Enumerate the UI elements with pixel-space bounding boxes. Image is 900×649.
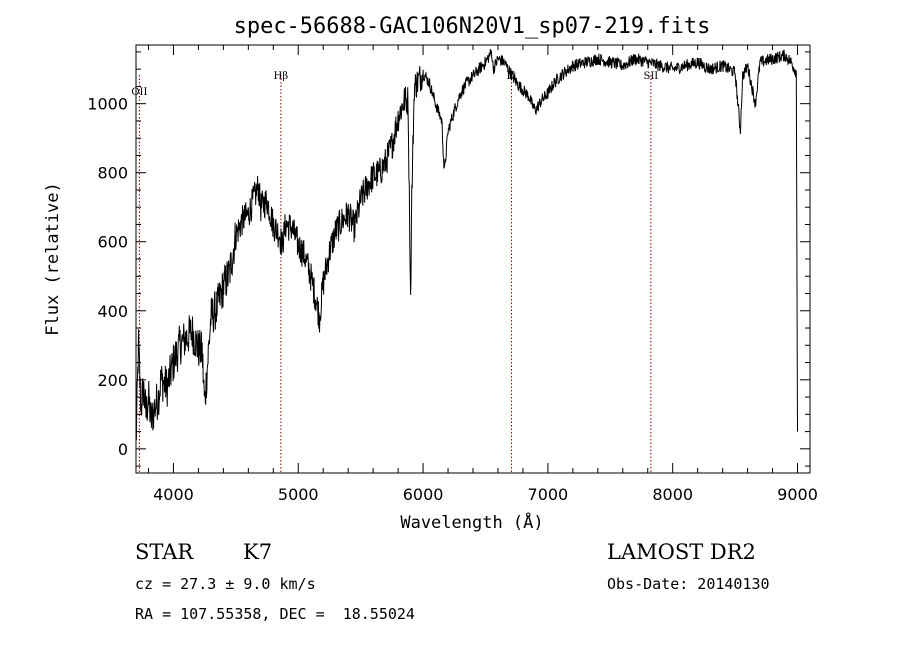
y-tick-label: 0 (118, 440, 128, 459)
redshift-text: cz = 27.3 ± 9.0 km/s (135, 575, 316, 593)
survey-name: LAMOST DR2 (607, 540, 756, 564)
plot-frame (135, 44, 811, 474)
y-axis-label: Flux (relative) (43, 182, 63, 336)
x-tick-label: 7000 (528, 485, 569, 504)
x-tick-label: 8000 (652, 485, 693, 504)
line-marker-label: SII (643, 71, 658, 82)
y-tick-label: 200 (97, 371, 128, 390)
y-tick-label: 800 (97, 164, 128, 183)
line-marker-label: OII (131, 87, 147, 98)
object-class: STAR (135, 540, 194, 564)
obs-date: Obs-Date: 20140130 (607, 575, 770, 593)
object-subclass: K7 (243, 540, 273, 564)
chart-title: spec-56688-GAC106N20V1_sp07-219.fits (234, 14, 711, 39)
axis-ticks: 4000 5000 6000 7000 8000 9000 0 200 400 600 800 100… (87, 45, 818, 504)
x-tick-label: 6000 (403, 485, 444, 504)
coordinates: RA = 107.55358, DEC = 18.55024 (135, 605, 415, 623)
y-tick-label: 1000 (87, 95, 128, 114)
x-axis-label: Wavelength (Å) (400, 511, 543, 533)
y-tick-label: 600 (97, 233, 128, 252)
x-tick-label: 5000 (278, 485, 319, 504)
x-tick-label: 4000 (153, 485, 194, 504)
spectrum-line (135, 49, 798, 441)
x-tick-label: 9000 (777, 485, 818, 504)
y-tick-label: 400 (97, 302, 128, 321)
line-marker-label: Hβ (274, 71, 289, 82)
